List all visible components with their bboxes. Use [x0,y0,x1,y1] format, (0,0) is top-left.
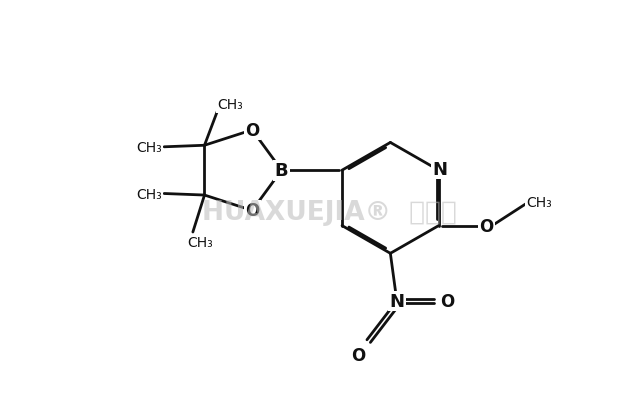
Text: O: O [245,122,259,140]
Text: N: N [389,292,404,310]
Text: CH₃: CH₃ [527,196,552,210]
Text: N: N [432,160,447,178]
Text: O: O [480,217,494,235]
Text: CH₃: CH₃ [188,235,213,249]
Text: CH₃: CH₃ [136,141,161,154]
Text: CH₃: CH₃ [136,187,161,201]
Text: HUAXUEJIA®  华学加: HUAXUEJIA® 华学加 [202,199,457,225]
Text: CH₃: CH₃ [217,98,243,112]
Text: O: O [352,346,366,364]
Text: O: O [245,202,259,220]
Text: O: O [440,292,454,310]
Text: B: B [275,162,289,180]
